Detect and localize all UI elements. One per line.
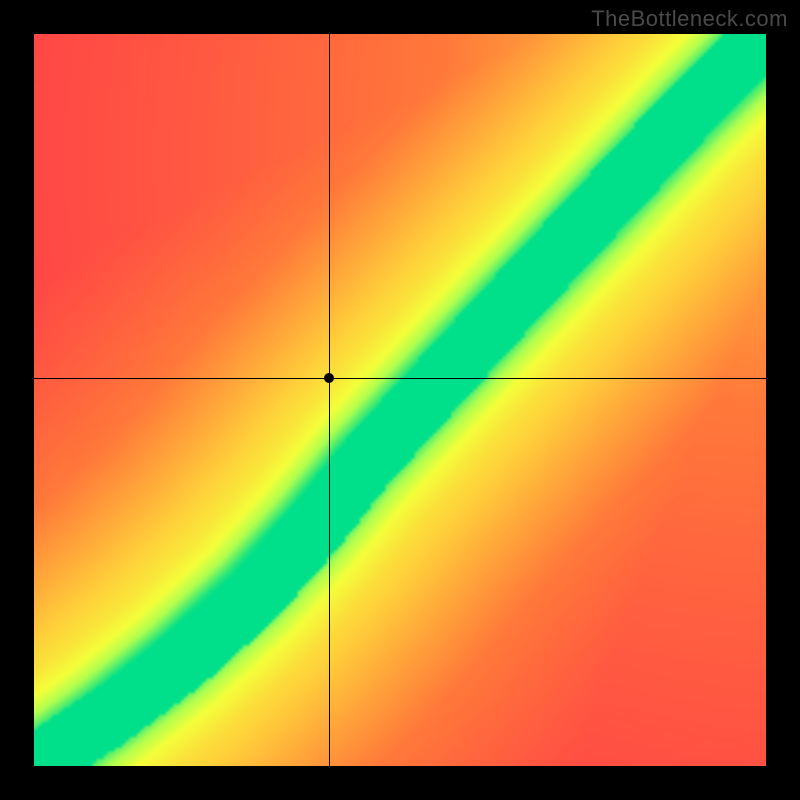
heatmap-canvas [34, 34, 766, 766]
watermark-text: TheBottleneck.com [591, 6, 788, 32]
chart-outer-frame: TheBottleneck.com [0, 0, 800, 800]
crosshair-vertical-line [329, 34, 330, 766]
crosshair-marker-dot [324, 373, 334, 383]
crosshair-horizontal-line [34, 378, 766, 379]
heatmap-plot-area [34, 34, 766, 766]
